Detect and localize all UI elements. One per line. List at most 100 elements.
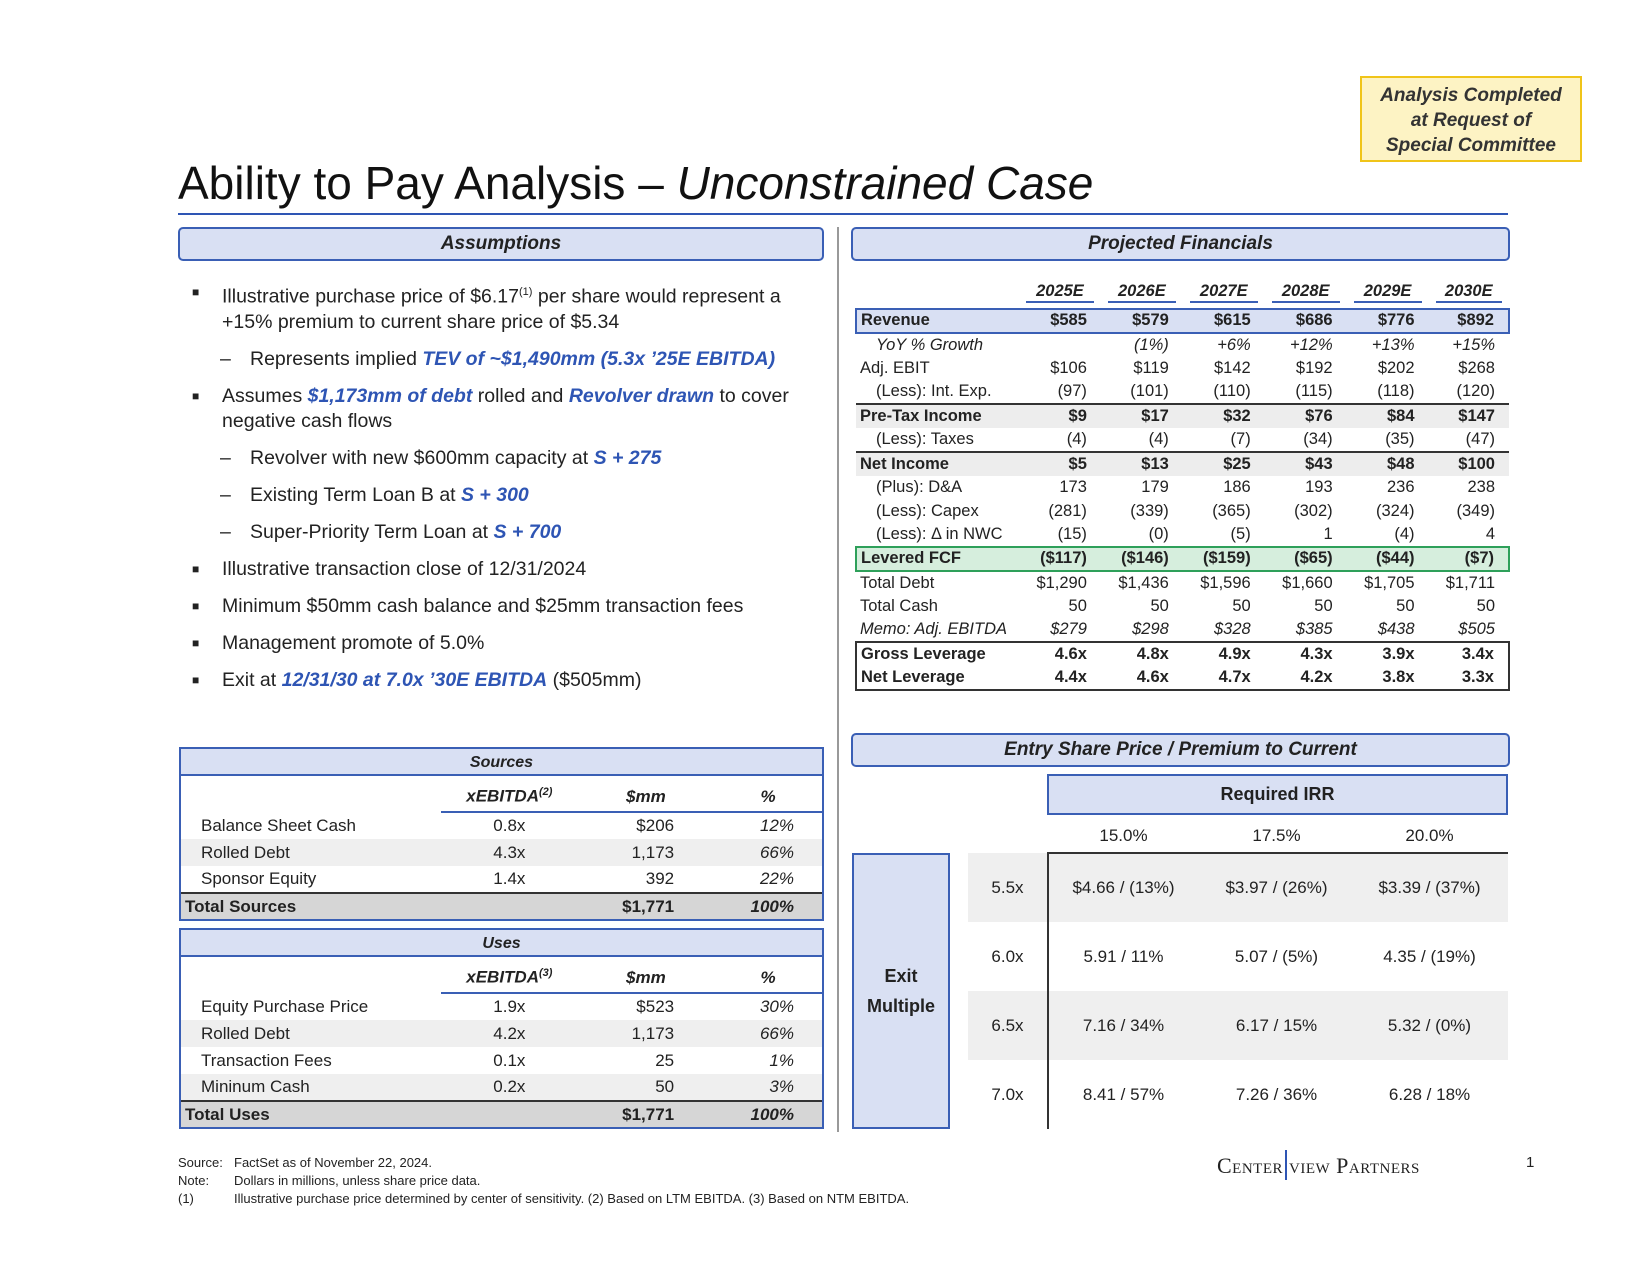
table-cell: 50: [577, 1074, 715, 1101]
value-cell: ($159): [1182, 545, 1265, 572]
table-cell: 1%: [769, 1050, 794, 1070]
table-row: Rolled Debt 4.3x 1,173 66%: [181, 839, 822, 866]
dash-bullet-icon: –: [220, 446, 231, 469]
square-bullet-icon: ■: [192, 598, 200, 613]
row-label: Gross Leverage: [855, 641, 1019, 666]
value-cell: (0): [1148, 525, 1169, 544]
column-header: xEBITDA(2): [441, 776, 578, 813]
title-italic: Unconstrained Case: [676, 157, 1094, 209]
blank-header: [856, 277, 1019, 309]
value-cell: (1%): [1133, 335, 1169, 354]
highlight-text: TEV of ~$1,490mm (5.3x ’25E EBITDA): [422, 347, 776, 370]
financial-row: Pre-Tax Income $9 $17 $32 $76 $84 $147: [856, 403, 1509, 428]
value-cell: 4.6x: [1019, 641, 1101, 666]
value-cell: 236: [1387, 477, 1415, 496]
column-header: xEBITDA(3): [441, 957, 578, 994]
value-cell: [1019, 333, 1101, 357]
bullet-item: ■ Exit at 12/31/30 at 7.0x ’30E EBITDA ($…: [190, 668, 820, 693]
table-cell: Mininum Cash: [181, 1074, 441, 1101]
dash-bullet-icon: –: [220, 483, 231, 506]
table-cell: 12%: [759, 816, 794, 835]
value-cell: ($44): [1346, 545, 1429, 572]
value-cell: $119: [1133, 358, 1169, 377]
table-cell: 392: [645, 869, 675, 888]
value-cell: 1: [1323, 525, 1333, 544]
row-label: Revenue: [855, 308, 1019, 334]
sensitivity-cell: 5.91 / 11%: [1083, 946, 1164, 966]
sensitivity-row: 6.5x 7.16 / 34% 6.17 / 15% 5.32 / (0%): [968, 991, 1508, 1060]
value-cell: 4.4x: [1019, 665, 1101, 691]
row-label: YoY % Growth: [876, 335, 984, 354]
value-cell: $686: [1264, 308, 1347, 334]
table-cell: 22%: [759, 869, 794, 888]
blank-header: [181, 776, 441, 812]
uses-table: Uses xEBITDA(3) $mm% Equity Purchase Price 1…: [179, 928, 824, 1129]
value-cell: 4: [1485, 525, 1495, 544]
value-cell: 3.9x: [1346, 641, 1429, 666]
footnotes: Source: FactSet as of November 22, 2024. …: [178, 1154, 909, 1208]
value-cell: +13%: [1371, 335, 1415, 354]
value-cell: $43: [1264, 450, 1347, 476]
year-header: 2029E: [1347, 277, 1429, 309]
footnote-key: Source:: [178, 1155, 223, 1170]
table-cell: 0.8x: [493, 816, 526, 835]
value-cell: $9: [1019, 403, 1101, 428]
total-cell: Total Uses: [181, 1100, 441, 1127]
value-cell: $1,705: [1364, 573, 1415, 592]
table-cell: 4.2x: [441, 1020, 578, 1047]
value-cell: $106: [1050, 358, 1087, 377]
value-cell: 3.8x: [1346, 665, 1429, 691]
value-cell: $142: [1214, 358, 1251, 377]
sub-bullet-item: – Existing Term Loan B at S + 300: [190, 483, 820, 508]
value-cell: $17: [1100, 403, 1183, 428]
value-cell: (120): [1456, 382, 1495, 401]
sensitivity-cell: 8.41 / 57%: [1082, 1084, 1165, 1104]
table-cell: Transaction Fees: [201, 1050, 332, 1070]
table-cell: 0.1x: [493, 1050, 526, 1070]
table-row: Equity Purchase Price 1.9x $523 30%: [181, 993, 822, 1020]
table-row: Rolled Debt 4.2x 1,173 66%: [181, 1020, 822, 1047]
table-cell: 66%: [714, 1020, 822, 1047]
value-cell: $5: [1019, 450, 1101, 476]
bullet-text: (1): [519, 286, 533, 298]
financial-row: Adj. EBIT $106 $119 $142 $192 $202 $268: [856, 357, 1509, 381]
sensitivity-cell: 5.07 / (5%): [1234, 946, 1319, 966]
table-cell: 1,173: [577, 839, 715, 866]
table-row: Balance Sheet Cash 0.8x $206 12%: [181, 812, 822, 839]
total-cell: [441, 1100, 578, 1127]
financial-row: Net Income $5 $13 $25 $43 $48 $100: [856, 450, 1509, 476]
financial-row: Revenue $585 $579 $615 $686 $776 $892: [855, 308, 1511, 334]
value-cell: $76: [1264, 403, 1347, 428]
total-cell: $1,771: [577, 892, 715, 919]
bullet-item: ■ Minimum $50mm cash balance and $25mm tr…: [190, 594, 820, 619]
value-cell: $48: [1346, 450, 1429, 476]
value-cell: (97): [1057, 382, 1087, 401]
highlight-text: $1,173mm of debt: [307, 384, 473, 407]
value-cell: (34): [1303, 429, 1333, 448]
value-cell: $615: [1182, 308, 1265, 334]
bullet-text: Assumes: [222, 384, 308, 407]
financial-row: YoY % Growth (1%) +6% +12% +13% +15%: [856, 333, 1509, 357]
value-cell: $147: [1428, 403, 1509, 428]
sensitivity-row: 6.0x 5.91 / 11% 5.07 / (5%) 4.35 / (19%): [968, 922, 1508, 991]
sub-bullet-item: – Revolver with new $600mm capacity at S …: [190, 446, 820, 471]
financial-row: Gross Leverage 4.6x 4.8x 4.9x 4.3x 3.9x 3.4x: [855, 641, 1511, 666]
footnote-ref: (3): [538, 967, 553, 980]
value-cell: (115): [1295, 382, 1333, 401]
year-label: 2029E: [1353, 282, 1422, 303]
uses-caption: Uses: [181, 930, 822, 957]
sensitivity-grid: 5.5x $4.66 / (13%) $3.97 / (26%) $3.39 / (3…: [968, 853, 1508, 1129]
value-cell: 186: [1223, 477, 1251, 496]
table-cell: 1,173: [577, 1020, 715, 1047]
value-cell: +6%: [1217, 335, 1251, 354]
column-header-label: xEBITDA: [466, 968, 539, 987]
sensitivity-cell: $3.39 / (37%): [1378, 877, 1481, 897]
sources-grid: xEBITDA(2) $mm% Balance Sheet Cash 0.8x $206…: [181, 776, 822, 919]
grid-horizontal-rule: [1047, 852, 1508, 854]
exit-multiple-label: 5.5x: [991, 877, 1024, 897]
projected-financials-table: 2025E 2026E 2027E 2028E 2029E 2030E Revenue $58…: [855, 277, 1511, 691]
sources-table: Sources xEBITDA(2) $mm% Balance Sheet Cash 0…: [179, 747, 824, 921]
square-bullet-icon: ■: [192, 388, 200, 403]
value-cell: 4.6x: [1100, 665, 1183, 691]
financial-row: Memo: Adj. EBITDA $279 $298 $328 $385 $438 $50…: [856, 618, 1509, 642]
